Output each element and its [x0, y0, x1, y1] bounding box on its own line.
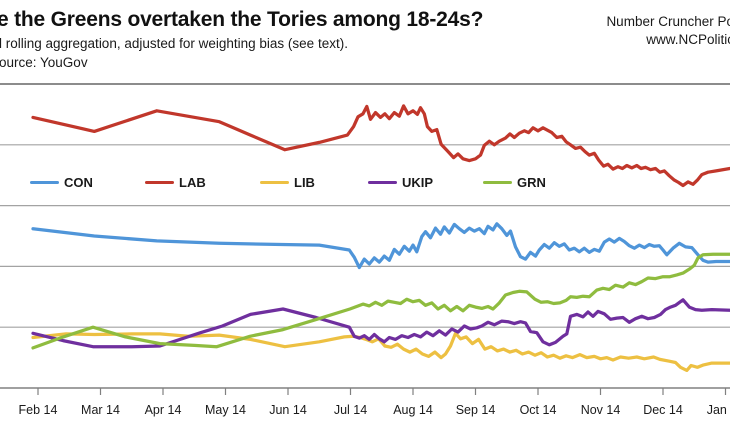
legend-label-lab: LAB — [179, 175, 206, 190]
chart-title: e the Greens overtaken the Tories among … — [0, 8, 484, 31]
x-axis-label: Oct 14 — [519, 403, 557, 417]
legend-item-grn: GRN — [483, 175, 546, 190]
chart-subtitle: l rolling aggregation, adjusted for weig… — [0, 36, 348, 51]
series-line-grn — [31, 252, 730, 350]
x-axis-label: Apr 14 — [144, 403, 182, 417]
x-axis-label: Jul 14 — [333, 403, 368, 417]
x-axis-label: Mar 14 — [81, 403, 120, 417]
legend-label-con: CON — [64, 175, 93, 190]
legend-item-lab: LAB — [145, 175, 206, 190]
legend-label-ukip: UKIP — [402, 175, 434, 190]
series-line-con — [31, 222, 730, 270]
brand-url: www.NCPolitic — [646, 32, 730, 47]
x-axis-label: Jun 14 — [269, 403, 307, 417]
x-axis-label: Nov 14 — [580, 403, 621, 417]
legend-swatch-lib — [260, 180, 289, 185]
series-line-ukip — [31, 298, 730, 349]
x-axis-label: Dec 14 — [643, 403, 683, 417]
legend-item-ukip: UKIP — [368, 175, 433, 190]
brand-name: Number Cruncher Po — [606, 14, 730, 29]
series-line-lab — [31, 104, 730, 188]
legend-label-grn: GRN — [517, 175, 546, 190]
x-axis-label: Jan 15 — [706, 403, 730, 417]
x-axis-label: Sep 14 — [455, 403, 496, 417]
chart-source: ource: YouGov — [0, 55, 88, 70]
x-axis-label: Aug 14 — [393, 403, 433, 417]
legend-swatch-grn — [483, 180, 512, 185]
legend-item-lib: LIB — [260, 175, 315, 190]
legend-swatch-con — [30, 180, 59, 185]
legend-swatch-lab — [145, 180, 174, 185]
legend-item-con: CON — [30, 175, 93, 190]
legend-label-lib: LIB — [294, 175, 315, 190]
legend-swatch-ukip — [368, 180, 397, 185]
x-axis-label: Feb 14 — [18, 403, 58, 417]
x-axis-label: May 14 — [205, 403, 246, 417]
